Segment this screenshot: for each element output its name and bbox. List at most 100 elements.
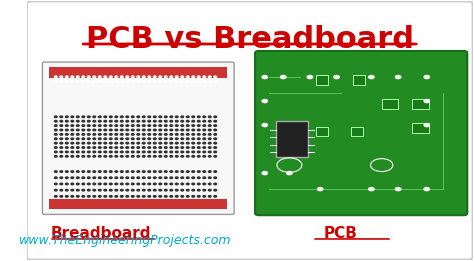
Circle shape <box>164 120 167 122</box>
Circle shape <box>142 116 145 118</box>
Circle shape <box>197 134 200 135</box>
Circle shape <box>82 147 85 148</box>
Circle shape <box>148 183 151 185</box>
Bar <box>382 99 398 109</box>
Circle shape <box>197 177 200 179</box>
Circle shape <box>214 156 217 157</box>
Circle shape <box>55 183 57 185</box>
Circle shape <box>181 143 183 144</box>
Circle shape <box>197 147 200 148</box>
Circle shape <box>99 120 101 122</box>
Circle shape <box>131 189 134 191</box>
Circle shape <box>115 151 118 153</box>
Circle shape <box>137 189 140 191</box>
Circle shape <box>104 81 107 82</box>
Circle shape <box>76 129 79 131</box>
Circle shape <box>71 147 73 148</box>
Circle shape <box>209 189 211 191</box>
Circle shape <box>115 138 118 140</box>
Circle shape <box>214 120 217 122</box>
Bar <box>49 199 228 209</box>
Circle shape <box>76 177 79 179</box>
Circle shape <box>175 156 178 157</box>
Circle shape <box>104 177 107 179</box>
Circle shape <box>170 134 173 135</box>
Circle shape <box>109 125 112 126</box>
Circle shape <box>109 189 112 191</box>
Circle shape <box>203 138 206 140</box>
Circle shape <box>209 156 211 157</box>
Circle shape <box>93 195 96 197</box>
Circle shape <box>120 116 123 118</box>
Circle shape <box>214 76 217 78</box>
Circle shape <box>164 129 167 131</box>
Circle shape <box>82 125 85 126</box>
Circle shape <box>109 138 112 140</box>
Circle shape <box>120 177 123 179</box>
Circle shape <box>175 183 178 185</box>
Circle shape <box>115 116 118 118</box>
Circle shape <box>93 147 96 148</box>
Circle shape <box>262 123 267 127</box>
Circle shape <box>120 147 123 148</box>
Circle shape <box>87 76 90 78</box>
Circle shape <box>131 125 134 126</box>
Circle shape <box>197 138 200 140</box>
Circle shape <box>104 147 107 148</box>
Circle shape <box>126 120 128 122</box>
Circle shape <box>99 76 101 78</box>
Circle shape <box>192 76 195 78</box>
Circle shape <box>154 134 156 135</box>
Circle shape <box>154 138 156 140</box>
Circle shape <box>131 138 134 140</box>
Circle shape <box>197 120 200 122</box>
Circle shape <box>137 76 140 78</box>
Circle shape <box>99 81 101 82</box>
Circle shape <box>186 156 189 157</box>
Circle shape <box>142 189 145 191</box>
Circle shape <box>99 147 101 148</box>
Circle shape <box>181 76 183 78</box>
Circle shape <box>93 171 96 172</box>
Circle shape <box>209 129 211 131</box>
Circle shape <box>181 129 183 131</box>
Circle shape <box>148 143 151 144</box>
Circle shape <box>154 171 156 172</box>
Circle shape <box>60 171 63 172</box>
Circle shape <box>192 81 195 82</box>
Circle shape <box>192 183 195 185</box>
Circle shape <box>60 120 63 122</box>
Circle shape <box>104 134 107 135</box>
Circle shape <box>209 195 211 197</box>
Circle shape <box>71 134 73 135</box>
Circle shape <box>93 81 96 82</box>
Circle shape <box>93 129 96 131</box>
Circle shape <box>131 195 134 197</box>
Circle shape <box>181 171 183 172</box>
Circle shape <box>170 147 173 148</box>
Circle shape <box>186 189 189 191</box>
Circle shape <box>209 116 211 118</box>
Circle shape <box>186 76 189 78</box>
Circle shape <box>142 134 145 135</box>
Circle shape <box>99 138 101 140</box>
Circle shape <box>104 120 107 122</box>
Circle shape <box>137 177 140 179</box>
Circle shape <box>154 116 156 118</box>
Circle shape <box>71 151 73 153</box>
Circle shape <box>192 125 195 126</box>
Circle shape <box>120 76 123 78</box>
Circle shape <box>93 143 96 144</box>
Circle shape <box>159 116 162 118</box>
Circle shape <box>181 177 183 179</box>
Circle shape <box>192 156 195 157</box>
Circle shape <box>76 134 79 135</box>
Circle shape <box>209 134 211 135</box>
Circle shape <box>197 116 200 118</box>
Circle shape <box>192 143 195 144</box>
Circle shape <box>99 195 101 197</box>
Circle shape <box>154 189 156 191</box>
Circle shape <box>424 75 429 79</box>
Circle shape <box>142 177 145 179</box>
Circle shape <box>192 116 195 118</box>
